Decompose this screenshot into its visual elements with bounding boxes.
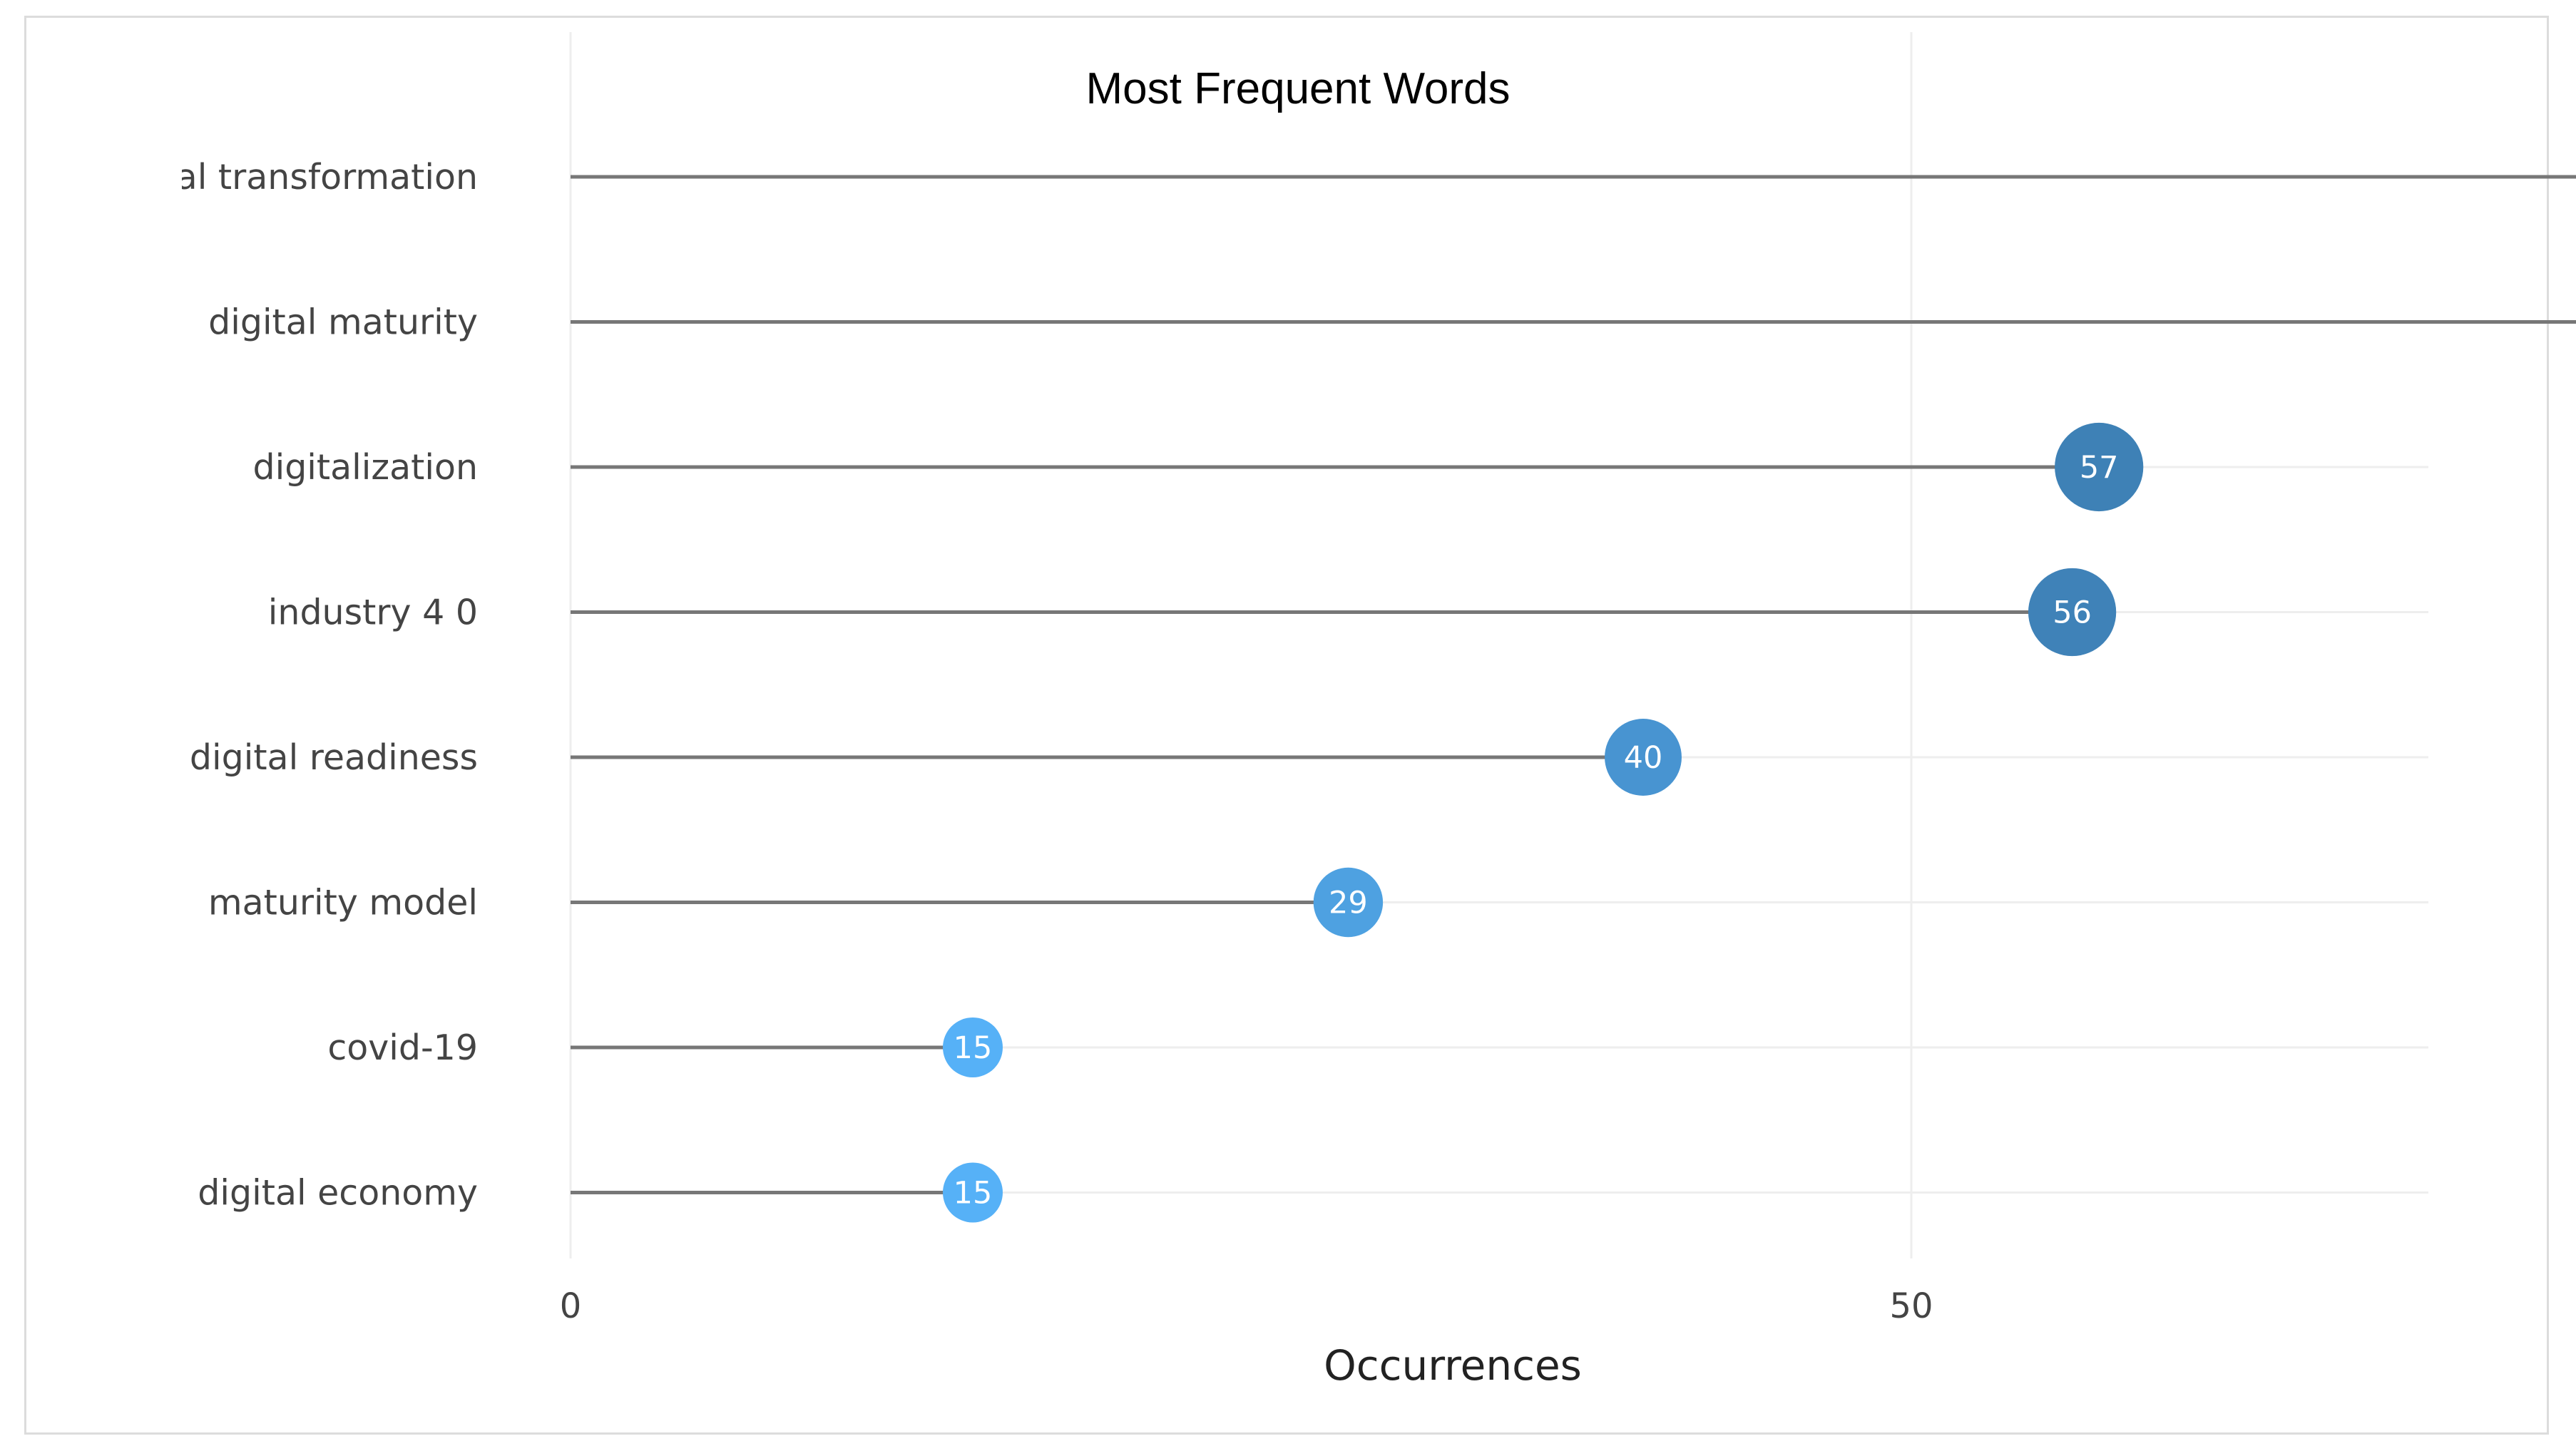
category-label: digital readiness: [190, 737, 478, 778]
lollipop-bubble: [2055, 422, 2144, 512]
lollipop-bubble: [1605, 719, 1682, 796]
stem-layer: [571, 175, 2576, 1194]
lollipop-bubble: [943, 1162, 1003, 1223]
value-label: 56: [2053, 595, 2092, 631]
chart-frame: [24, 16, 2549, 1435]
value-label: 15: [954, 1030, 993, 1066]
x-axis-title: Occurrences: [1324, 1341, 1582, 1390]
category-label: digitalization: [252, 447, 478, 488]
label-layer: 050100132digital transformation106digita…: [98, 157, 2119, 1326]
chart-title: Most Frequent Words: [1086, 64, 1511, 113]
category-label: covid-19: [327, 1027, 478, 1068]
category-label: digital economy: [198, 1173, 478, 1214]
value-label: 15: [954, 1176, 993, 1211]
x-tick-label: 50: [1889, 1286, 1933, 1326]
category-label: digital maturity: [208, 302, 478, 343]
grid-layer: [569, 32, 2428, 1258]
lollipop-bubble: [2028, 568, 2117, 657]
value-label: 57: [2080, 450, 2119, 486]
lollipop-bubble: [943, 1017, 1003, 1077]
x-tick-label: 0: [560, 1286, 582, 1326]
value-label: 40: [1624, 740, 1663, 776]
bubble-layer: [943, 422, 2144, 1223]
category-label: digital transformation: [98, 157, 478, 198]
lollipop-bubble: [1313, 867, 1384, 938]
value-label: 29: [1329, 886, 1368, 921]
category-label: industry 4 0: [268, 593, 478, 633]
category-label: maturity model: [208, 883, 478, 923]
